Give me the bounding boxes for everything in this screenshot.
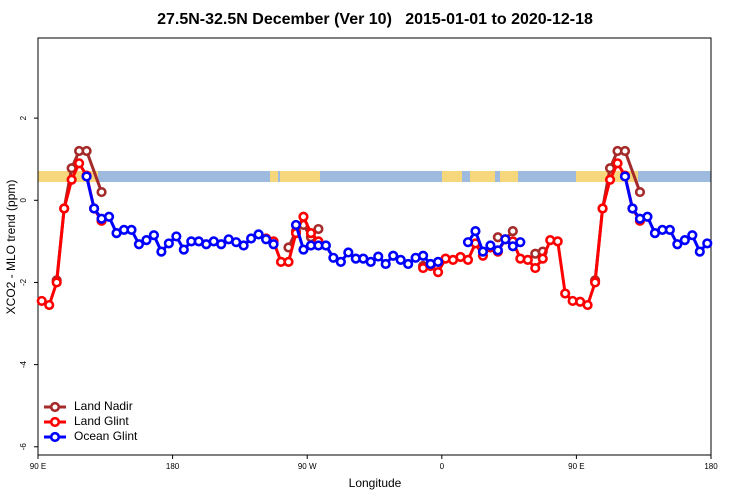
data-point — [81, 171, 92, 182]
data-point — [604, 174, 616, 185]
data-point — [328, 252, 339, 263]
y-tick-label: -4 — [19, 361, 28, 369]
data-point — [268, 239, 279, 250]
legend-label: Land Nadir — [74, 399, 133, 413]
y-tick-label: -2 — [19, 278, 28, 286]
data-point — [589, 277, 601, 288]
data-point — [515, 237, 526, 248]
legend-marker — [49, 416, 61, 428]
data-point — [171, 231, 182, 242]
data-point — [373, 251, 384, 262]
data-point — [260, 234, 272, 245]
legend-marker — [49, 401, 61, 413]
data-point — [507, 241, 518, 252]
data-point — [133, 239, 145, 250]
data-point — [687, 230, 698, 241]
data-point — [522, 254, 533, 265]
data-point — [59, 203, 70, 214]
data-point — [477, 246, 489, 257]
data-point — [432, 267, 444, 278]
data-point — [126, 224, 137, 235]
data-point — [216, 239, 227, 250]
data-point — [103, 211, 115, 222]
data-point — [283, 256, 294, 268]
x-tick-label: 90 E — [30, 462, 46, 471]
data-point — [246, 233, 257, 244]
x-tick-label: 0 — [440, 462, 445, 471]
data-point — [403, 258, 414, 270]
data-point — [51, 277, 62, 288]
data-point — [507, 225, 518, 237]
data-point — [343, 247, 354, 258]
data-point — [156, 246, 167, 257]
legend-marker — [49, 431, 61, 443]
legend-label: Ocean Glint — [74, 429, 138, 443]
legend-label: Land Glint — [74, 414, 129, 428]
data-point — [530, 262, 541, 274]
data-point — [81, 145, 92, 157]
data-point — [313, 223, 324, 235]
data-point — [305, 228, 317, 239]
data-point — [178, 244, 189, 255]
data-point — [552, 236, 563, 247]
x-tick-label: 180 — [166, 462, 180, 471]
y-tick-label: 2 — [19, 115, 28, 120]
data-point — [395, 254, 406, 265]
data-point — [253, 229, 264, 240]
data-point — [694, 246, 705, 257]
data-point — [432, 256, 444, 268]
data-point — [148, 230, 160, 241]
data-point — [96, 186, 107, 198]
data-point — [320, 240, 331, 251]
data-point — [36, 295, 47, 307]
data-point — [44, 299, 55, 311]
y-tick-label: -6 — [19, 443, 28, 451]
x-axis-label: Longitude — [349, 476, 402, 490]
data-point — [74, 158, 85, 169]
data-point — [365, 256, 376, 268]
x-tick-label: 90 E — [568, 462, 584, 471]
x-tick-label: 90 W — [298, 462, 317, 471]
data-point — [462, 254, 474, 265]
series-line — [55, 149, 642, 281]
data-point — [619, 171, 631, 182]
data-point — [702, 238, 713, 249]
data-point — [298, 211, 309, 222]
data-point — [560, 288, 571, 299]
data-point — [642, 211, 653, 222]
data-point — [679, 235, 690, 246]
data-point — [66, 174, 77, 185]
y-axis-label: XCO2 - MLO trend (ppm) — [4, 180, 18, 315]
data-point — [627, 203, 638, 214]
data-point — [597, 203, 608, 214]
data-point — [619, 145, 631, 157]
x-tick-label: 180 — [704, 462, 718, 471]
y-tick-label: 0 — [19, 198, 28, 203]
data-point — [418, 250, 429, 261]
data-point — [462, 237, 474, 248]
data-point — [88, 203, 100, 214]
chart-title: 27.5N-32.5N December (Ver 10) 2015-01-01… — [157, 11, 593, 28]
data-point — [492, 245, 503, 256]
data-point — [335, 256, 346, 268]
data-point — [141, 235, 152, 246]
data-point — [634, 186, 646, 198]
data-point — [380, 258, 391, 270]
data-point — [612, 158, 623, 169]
data-point — [582, 299, 593, 311]
data-point — [163, 238, 174, 249]
data-point — [672, 239, 683, 250]
data-point — [485, 240, 496, 251]
data-point — [388, 250, 399, 261]
data-point — [664, 224, 675, 235]
data-point — [298, 244, 309, 255]
data-point — [290, 219, 302, 231]
data-point — [500, 234, 511, 245]
data-point — [470, 225, 481, 237]
data-point — [238, 240, 249, 251]
data-point — [537, 253, 548, 264]
